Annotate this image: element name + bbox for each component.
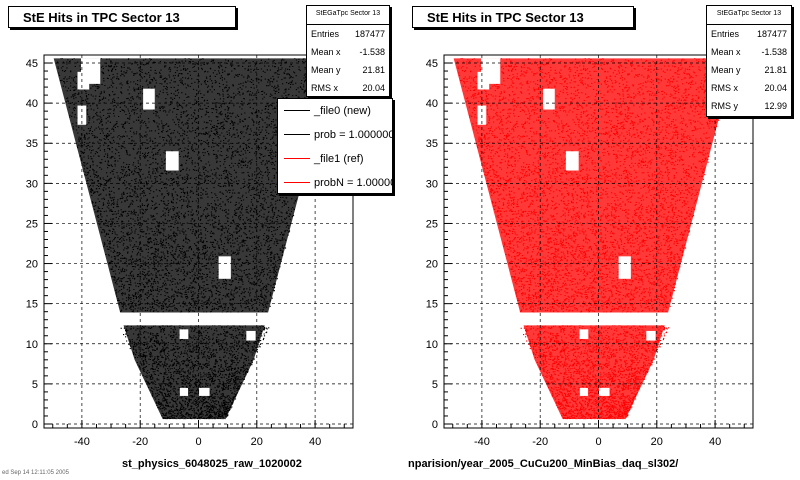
y-tick-label: 10	[426, 339, 438, 351]
dead-region	[579, 387, 589, 396]
right-stats-row: Mean y 21.81	[711, 65, 787, 75]
right-title: StE Hits in TPC Sector 13	[412, 6, 634, 28]
x-tick-label: 0	[195, 436, 201, 448]
legend-box: _file0 (new) prob = 1.000000 _file1 (ref…	[277, 98, 393, 194]
y-tick-label: 0	[432, 419, 438, 431]
dead-region	[218, 256, 231, 279]
dead-region	[579, 329, 589, 339]
y-tick-label: 15	[426, 299, 438, 311]
hit-density-region	[453, 58, 735, 420]
legend-line	[284, 158, 310, 159]
left-stats-row: Mean y 21.81	[311, 65, 385, 75]
dead-region	[599, 387, 610, 396]
y-tick-label: 45	[426, 58, 438, 70]
left-footer: st_physics_6048025_raw_1020002	[122, 458, 302, 470]
y-tick-label: 45	[26, 58, 38, 70]
right-stats-row: RMS x 20.04	[711, 83, 787, 93]
y-tick-label: 35	[26, 138, 38, 150]
y-tick-label: 20	[426, 259, 438, 271]
dead-region	[179, 387, 189, 396]
left-stats-row: Mean x -1.538	[311, 47, 385, 57]
dead-region	[246, 330, 256, 341]
x-tick-label: -40	[74, 436, 90, 448]
legend-entry-ref: _file1 (ref)	[278, 147, 392, 171]
x-tick-label: -20	[132, 436, 148, 448]
y-tick-label: 15	[26, 299, 38, 311]
dead-region	[618, 256, 631, 279]
right-stats-row: RMS y 12.99	[711, 101, 787, 111]
dead-region	[543, 88, 555, 110]
y-tick-label: 30	[26, 178, 38, 190]
legend-line	[284, 110, 310, 111]
right-stats-row: Mean x -1.538	[711, 47, 787, 57]
x-tick-label: -40	[474, 436, 490, 448]
legend-entry-new: _file0 (new)	[278, 99, 392, 123]
legend-line	[284, 182, 310, 183]
left-title: StE Hits in TPC Sector 13	[8, 6, 236, 28]
dead-region	[77, 71, 90, 90]
x-tick-label: 40	[709, 436, 721, 448]
y-tick-label: 5	[432, 379, 438, 391]
y-tick-label: 10	[26, 339, 38, 351]
hit-density-region	[53, 58, 335, 420]
dead-region	[143, 88, 155, 110]
dead-region	[179, 329, 189, 339]
left-pad: -40 -20 0 20 40 0 5 10 15 20 25 30 35 40 45 StE Hits i…	[2, 5, 393, 476]
y-tick-label: 40	[426, 98, 438, 110]
left-stats-header: StEGaTpc Sector 13	[307, 6, 389, 25]
x-tick-label: 20	[651, 436, 663, 448]
x-tick-label: -20	[532, 436, 548, 448]
right-stats-box: StEGaTpc Sector 13 Entries 187477 Mean x-…	[706, 5, 792, 117]
y-tick-label: 35	[426, 138, 438, 150]
legend-entry-prob: prob = 1.000000	[278, 123, 392, 147]
right-pad: -40 -20 0 20 40 0 5 10 15 20 25 30 35 40 45 StE Hits i…	[400, 0, 800, 480]
y-tick-label: 0	[32, 419, 38, 431]
x-tick-label: 40	[309, 436, 321, 448]
dead-region	[565, 151, 579, 171]
dead-region	[646, 330, 656, 341]
y-tick-label: 30	[426, 178, 438, 190]
corner-note: ed Sep 14 12:11:05 2005	[2, 470, 69, 476]
left-stats-box: StEGaTpc Sector 13 Entries 187477 Mean x-…	[306, 5, 390, 97]
left-stats-row: Entries 187477	[311, 29, 385, 39]
right-footer: nparision/year_2005_CuCu200_MinBias_daq_…	[408, 458, 679, 470]
right-plot: -40 -20 0 20 40 0 5 10 15 20 25 30 35 40 45	[426, 54, 754, 448]
y-tick-label: 40	[26, 98, 38, 110]
right-stats-header: StEGaTpc Sector 13	[707, 6, 791, 25]
legend-entry-probn: probN = 1.000000	[278, 171, 392, 193]
right-stats-row: Entries 187477	[711, 29, 787, 39]
dead-region	[199, 387, 210, 396]
y-tick-label: 5	[32, 379, 38, 391]
legend-line	[284, 134, 310, 135]
y-tick-label: 20	[26, 259, 38, 271]
dead-region	[165, 151, 179, 171]
left-stats-row: RMS x 20.04	[311, 83, 385, 93]
y-tick-label: 25	[426, 218, 438, 230]
dead-region	[477, 71, 490, 90]
x-tick-label: 20	[251, 436, 263, 448]
y-tick-label: 25	[26, 218, 38, 230]
x-tick-label: 0	[595, 436, 601, 448]
